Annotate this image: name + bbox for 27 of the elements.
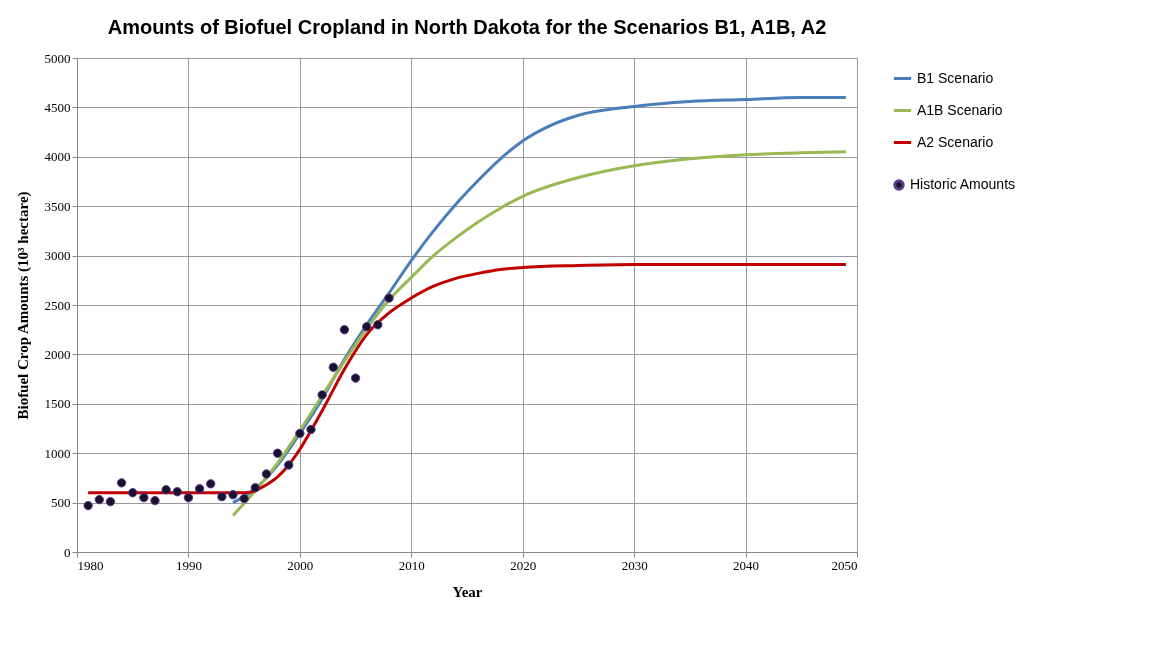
x-axis-title: Year: [452, 583, 483, 600]
x-tick-label: 2010: [398, 557, 425, 573]
y-tick-label: 4000: [44, 149, 71, 165]
x-tick-label: 1990: [175, 557, 202, 573]
y-tick-label: 1000: [44, 445, 71, 461]
y-tick-label: 1500: [44, 396, 71, 412]
legend-label: Historic Amounts: [910, 176, 1016, 192]
chart-title: Amounts of Biofuel Cropland in North Dakota for the Scenarios B1, A1B, A2: [107, 16, 827, 38]
y-axis-title: Biofuel Crop Amounts (10³ hectare): [14, 191, 32, 420]
y-tick-label: 5000: [44, 50, 71, 66]
y-tick-label: 3000: [44, 248, 71, 264]
x-tick-label: 2040: [733, 557, 760, 573]
y-tick-label: 0: [64, 544, 71, 560]
y-tick-label: 500: [51, 495, 71, 511]
legend-label: A1B Scenario: [917, 101, 1003, 118]
line-series: [231, 150, 848, 517]
x-tick-label: 2050: [831, 557, 858, 573]
x-tick-label: 1980: [77, 557, 104, 573]
legend-label: A2 Scenario: [917, 133, 994, 150]
legend-label: B1 Scenario: [917, 69, 994, 86]
x-tick-label: 2030: [621, 557, 648, 573]
y-tick-label: 2000: [44, 346, 71, 362]
y-tick-label: 3500: [44, 198, 71, 214]
y-tick-label: 2500: [44, 297, 71, 313]
x-tick-label: 2020: [510, 557, 537, 573]
x-tick-label: 2000: [287, 557, 314, 573]
y-tick-label: 4500: [44, 99, 71, 115]
